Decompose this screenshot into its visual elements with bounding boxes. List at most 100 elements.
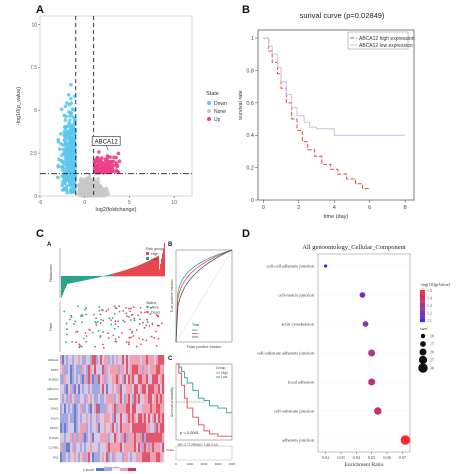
heatmap-cell	[162, 355, 165, 365]
heatmap-cell	[100, 413, 103, 424]
legend-entry: Up	[214, 117, 221, 123]
point-down	[65, 156, 70, 161]
risk-bar	[113, 273, 114, 277]
heatmap-cell	[122, 442, 125, 453]
y-tick-label: 0.2	[246, 166, 254, 172]
heatmap-cell	[140, 384, 143, 395]
heatmap-cell	[148, 423, 151, 434]
heatmap-cell	[132, 393, 135, 404]
color-legend-segment	[420, 290, 425, 292]
heatmap-cell	[106, 384, 109, 395]
heatmap-cell	[68, 364, 71, 375]
heatmap-cell	[82, 423, 85, 434]
heatmap-cell	[64, 384, 67, 395]
risk-bar	[140, 264, 141, 277]
heatmap-cell	[94, 413, 97, 424]
heatmap-cell	[108, 384, 111, 395]
size-legend-dot	[420, 333, 426, 339]
enrichment-dot	[374, 407, 382, 415]
heatmap-cell	[152, 423, 155, 434]
time-point	[151, 323, 154, 326]
risk-bar	[152, 258, 153, 277]
time-point	[66, 333, 68, 336]
heatmap-cell	[136, 384, 139, 395]
heatmap-cell	[116, 452, 119, 463]
risk-bar	[122, 270, 123, 277]
heatmap-cell	[80, 393, 83, 404]
heatmap-cell	[64, 452, 67, 463]
legend-entry: Down	[214, 101, 227, 107]
heatmap-cell	[112, 374, 115, 385]
point-none	[90, 191, 94, 195]
risk-bar	[92, 276, 93, 279]
heatmap-cell	[126, 393, 129, 404]
heatmap-cell	[134, 442, 137, 453]
annotation-pointer	[105, 145, 109, 151]
heatmap-cell	[94, 393, 97, 404]
heatmap-cell	[64, 393, 67, 404]
heatmap-cell	[102, 413, 105, 424]
heatmap-cell	[92, 403, 95, 414]
heatmap-cell	[90, 384, 93, 395]
heatmap-cell	[158, 364, 161, 375]
risk-bar	[86, 276, 87, 281]
heatmap-cell	[70, 432, 73, 443]
heatmap-cell	[150, 355, 153, 365]
category-label: cell-matrix junction	[278, 293, 314, 298]
heatmap-cell	[92, 355, 95, 365]
heatmap-cell	[116, 364, 119, 375]
heatmap-cell	[88, 374, 91, 385]
heatmap-cell	[136, 432, 139, 443]
heatmap-cell	[96, 374, 99, 385]
heatmap-cell	[104, 403, 107, 414]
heatmap-cell	[130, 413, 133, 424]
heatmap-cell	[80, 423, 83, 434]
point-down	[70, 133, 74, 137]
heatmap-cell	[162, 364, 165, 375]
heatmap-cell	[82, 413, 85, 424]
heatmap-cell	[100, 384, 103, 395]
risk-bar	[127, 269, 128, 277]
subpanel-letter-c: C	[168, 356, 173, 362]
risk-bar	[69, 276, 70, 284]
heatmap-cell	[128, 393, 131, 404]
time-point	[138, 337, 141, 340]
heatmap-cell	[102, 393, 105, 404]
heatmap-cell	[60, 403, 63, 414]
panel-label-d: D	[242, 228, 250, 240]
risk-bar	[89, 276, 90, 280]
time-point	[77, 305, 79, 308]
time-point	[131, 330, 134, 333]
heatmap-cell	[92, 364, 95, 375]
time-point	[114, 323, 117, 325]
point-down	[67, 133, 72, 138]
time-point	[110, 319, 112, 322]
size-legend-tick: 15	[430, 343, 434, 347]
risk-bar	[61, 276, 62, 298]
time-point	[97, 330, 100, 332]
heatmap-cell	[62, 384, 65, 395]
heatmap-cell	[72, 393, 75, 404]
category-label: focal adhesion	[288, 380, 315, 385]
heatmap-cell	[82, 374, 85, 385]
heatmap-cell	[118, 384, 121, 395]
y-tick-label: 0.4	[246, 133, 254, 139]
heatmap-cell	[64, 403, 67, 414]
risk-bar	[96, 276, 97, 278]
x-tick-label: 0.06	[383, 455, 390, 460]
x-tick-label: 10	[171, 200, 177, 206]
heatmap-cell	[144, 374, 147, 385]
risk-bar	[79, 276, 80, 282]
risk-bar	[116, 272, 117, 277]
heatmap-cell	[86, 374, 89, 385]
heatmap-cell	[124, 374, 127, 385]
risk-bar	[72, 276, 73, 283]
heatmap-cell	[144, 452, 147, 463]
point-down	[71, 115, 76, 119]
heatmap-cell	[154, 355, 157, 365]
heatmap-cell	[112, 452, 115, 463]
time-point	[130, 336, 132, 339]
heatmap-cell	[154, 374, 157, 385]
heatmap-cell	[70, 423, 73, 434]
